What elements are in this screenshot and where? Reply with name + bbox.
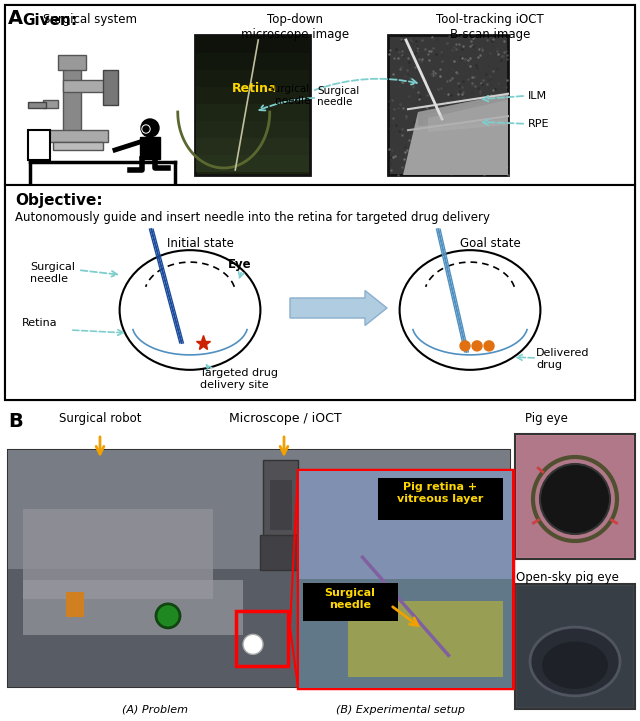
Bar	[195, 35, 310, 175]
Bar	[270, 480, 292, 530]
Text: RPE: RPE	[528, 119, 550, 129]
Text: ILM: ILM	[528, 91, 547, 101]
Circle shape	[472, 341, 482, 351]
Polygon shape	[423, 97, 508, 129]
Bar	[515, 434, 635, 559]
Text: (B) Experimental setup: (B) Experimental setup	[335, 705, 465, 715]
Bar	[63, 80, 108, 92]
Ellipse shape	[399, 250, 540, 370]
Text: Autonomously guide and insert needle into the retina for targeted drug delivery: Autonomously guide and insert needle int…	[15, 211, 490, 224]
Bar	[196, 53, 309, 70]
Text: Retina: Retina	[232, 81, 278, 94]
Bar	[515, 584, 635, 709]
Circle shape	[141, 119, 159, 137]
Bar	[103, 70, 118, 105]
Polygon shape	[428, 99, 508, 132]
Bar	[236, 611, 288, 666]
Bar	[53, 142, 103, 150]
Bar	[388, 35, 508, 175]
Bar	[196, 104, 309, 121]
Bar	[8, 450, 510, 568]
Text: Delivered
drug: Delivered drug	[536, 348, 589, 370]
Text: Goal state: Goal state	[460, 237, 520, 250]
Bar	[58, 55, 86, 70]
Circle shape	[143, 126, 149, 132]
Bar	[299, 471, 512, 580]
Polygon shape	[403, 94, 508, 175]
Bar	[63, 65, 81, 135]
Circle shape	[142, 125, 150, 133]
Polygon shape	[418, 94, 508, 126]
Bar	[66, 592, 84, 617]
Bar	[299, 579, 512, 688]
Text: Objective:: Objective:	[15, 193, 102, 208]
Text: Surgical
needle: Surgical needle	[268, 84, 310, 105]
Bar	[196, 87, 309, 104]
Text: Pig eye: Pig eye	[525, 412, 568, 425]
Bar	[23, 509, 213, 599]
Ellipse shape	[542, 642, 608, 689]
Text: A: A	[8, 9, 23, 28]
Bar	[263, 460, 298, 545]
Bar	[196, 70, 309, 87]
Text: Targeted drug
delivery site: Targeted drug delivery site	[200, 368, 278, 389]
Bar	[23, 580, 243, 635]
Circle shape	[540, 464, 610, 534]
Text: B: B	[8, 412, 23, 431]
Bar	[48, 130, 108, 142]
Text: Surgical
needle: Surgical needle	[324, 588, 376, 610]
Bar	[196, 36, 309, 53]
Text: Surgical system: Surgical system	[43, 13, 137, 26]
Bar	[196, 138, 309, 155]
Ellipse shape	[120, 250, 260, 370]
Bar	[5, 5, 635, 185]
Bar	[196, 121, 309, 138]
Bar	[5, 5, 635, 400]
Circle shape	[460, 341, 470, 351]
Text: Pig retina +
vitreous layer: Pig retina + vitreous layer	[397, 482, 484, 503]
Text: Tool-tracking iOCT
B-scan image: Tool-tracking iOCT B-scan image	[436, 13, 544, 41]
Text: Surgical
needle: Surgical needle	[30, 262, 75, 283]
Text: Surgical robot: Surgical robot	[59, 412, 141, 425]
Bar	[28, 102, 46, 108]
Bar	[303, 583, 398, 622]
Bar	[348, 601, 503, 677]
Bar	[378, 478, 503, 520]
Bar	[8, 450, 510, 687]
Circle shape	[156, 604, 180, 628]
Bar	[8, 568, 510, 687]
Text: Open-sky pig eye: Open-sky pig eye	[516, 571, 619, 584]
Text: Given:: Given:	[22, 13, 77, 28]
Circle shape	[484, 341, 494, 351]
Text: Top-down
microscope image: Top-down microscope image	[241, 13, 349, 41]
Bar	[517, 436, 633, 557]
Bar	[43, 100, 58, 108]
Text: (A) Problem: (A) Problem	[122, 705, 188, 715]
Text: Initial state: Initial state	[166, 237, 234, 250]
Bar	[5, 185, 635, 400]
Bar	[260, 535, 302, 570]
Text: Microscope / iOCT: Microscope / iOCT	[228, 412, 341, 425]
Text: Surgical
needle: Surgical needle	[317, 86, 359, 107]
Bar	[196, 155, 309, 172]
FancyArrow shape	[290, 291, 387, 325]
Bar	[298, 470, 513, 688]
Bar	[517, 586, 633, 707]
Bar	[140, 137, 160, 159]
Ellipse shape	[530, 627, 620, 696]
Bar	[28, 130, 50, 160]
Text: Eye: Eye	[228, 258, 252, 271]
Text: Retina: Retina	[22, 318, 58, 328]
Circle shape	[243, 634, 263, 655]
